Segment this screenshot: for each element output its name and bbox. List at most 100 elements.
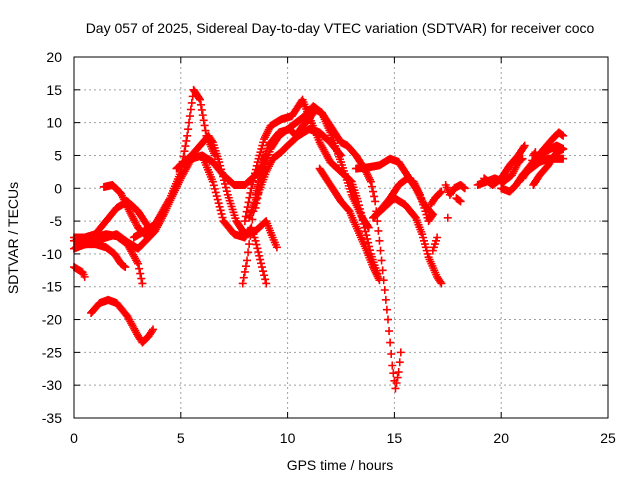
data-point xyxy=(378,266,387,275)
data-point xyxy=(256,148,265,157)
data-point xyxy=(262,279,271,288)
data-points xyxy=(70,85,568,393)
data-point xyxy=(455,196,464,205)
data-point xyxy=(244,248,253,257)
data-point xyxy=(218,213,227,222)
data-point xyxy=(527,161,536,170)
data-point xyxy=(371,197,380,206)
data-point xyxy=(185,112,194,121)
y-tick-label: -25 xyxy=(42,344,62,360)
data-point xyxy=(381,295,390,304)
data-point xyxy=(243,203,252,212)
data-point xyxy=(185,118,194,127)
data-point xyxy=(261,275,270,284)
data-point xyxy=(240,217,249,226)
series-arc-23 xyxy=(452,194,465,206)
data-point xyxy=(241,262,250,271)
y-tick-label: -30 xyxy=(42,377,62,393)
data-point xyxy=(200,121,209,130)
data-point xyxy=(396,348,405,357)
y-tick-label: -35 xyxy=(42,410,62,426)
data-point xyxy=(246,188,255,197)
series-arc-22 xyxy=(443,213,452,222)
data-point xyxy=(254,248,263,257)
data-point xyxy=(251,203,260,212)
data-point xyxy=(244,198,253,207)
y-tick-label: 5 xyxy=(54,147,62,163)
data-point xyxy=(181,142,190,151)
data-point xyxy=(238,279,247,288)
data-point xyxy=(421,243,430,252)
data-point xyxy=(246,231,255,240)
data-point xyxy=(199,116,208,125)
series-arc-19 xyxy=(426,187,446,209)
data-point xyxy=(366,177,375,186)
data-point xyxy=(212,192,221,201)
data-point xyxy=(373,217,382,226)
data-point xyxy=(443,213,452,222)
y-tick-label: 10 xyxy=(46,115,62,131)
data-point xyxy=(336,150,345,159)
data-point xyxy=(387,350,396,359)
data-point xyxy=(80,272,89,281)
x-tick-label: 20 xyxy=(493,430,509,446)
data-point xyxy=(459,183,468,192)
data-point xyxy=(436,188,445,197)
data-point xyxy=(337,158,345,167)
data-point xyxy=(428,246,437,255)
data-point xyxy=(136,269,145,278)
series-arc-18 xyxy=(369,194,446,288)
data-point xyxy=(210,184,219,193)
data-point xyxy=(257,175,266,184)
data-point xyxy=(423,249,432,258)
data-point xyxy=(245,193,254,202)
data-point xyxy=(437,279,446,288)
y-tick-label: -10 xyxy=(42,246,62,262)
data-point xyxy=(219,172,228,181)
data-point xyxy=(252,199,261,208)
data-point xyxy=(420,203,429,212)
data-point xyxy=(197,105,206,114)
data-point xyxy=(395,358,404,367)
series-arc-15 xyxy=(315,164,384,285)
data-point xyxy=(187,98,196,107)
data-point xyxy=(196,100,205,109)
data-point xyxy=(428,210,437,219)
data-point xyxy=(211,188,220,197)
data-point xyxy=(389,369,398,378)
data-point xyxy=(417,194,426,203)
x-axis-label: GPS time / hours xyxy=(287,457,394,473)
data-point xyxy=(218,168,227,177)
data-point xyxy=(256,255,265,264)
data-point xyxy=(257,259,266,268)
data-point xyxy=(121,263,130,272)
data-point xyxy=(222,187,231,196)
series-arc-01 xyxy=(70,263,89,281)
data-point xyxy=(258,141,267,150)
data-point xyxy=(392,378,401,387)
series-arc-13 xyxy=(240,95,382,278)
series-arc-08 xyxy=(129,85,219,242)
tick-labels: 0 5 10 15 20 25 -35 -30 -25 -20 -15 -10 -5 0 5 10 15 20 xyxy=(42,49,616,446)
data-point xyxy=(213,195,222,204)
data-point xyxy=(370,192,379,201)
series-arc-25 xyxy=(480,141,529,189)
data-point xyxy=(437,187,446,196)
data-point xyxy=(386,338,395,347)
chart-title: Day 057 of 2025, Sidereal Day-to-day VTE… xyxy=(86,20,595,36)
data-point xyxy=(242,207,251,216)
data-point xyxy=(432,236,441,245)
data-point xyxy=(377,256,386,265)
data-point xyxy=(337,151,345,160)
y-tick-label: -15 xyxy=(42,279,62,295)
data-point xyxy=(216,161,225,170)
data-point xyxy=(355,201,364,210)
data-point xyxy=(374,226,383,235)
data-point xyxy=(245,240,254,249)
data-point xyxy=(260,271,269,280)
data-point xyxy=(380,286,389,295)
series-arc-30 xyxy=(527,148,540,170)
data-point xyxy=(217,209,226,218)
data-point xyxy=(247,184,256,193)
data-point xyxy=(430,240,439,249)
